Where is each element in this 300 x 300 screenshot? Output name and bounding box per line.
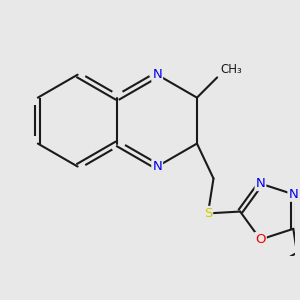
Text: N: N xyxy=(256,177,265,190)
Text: N: N xyxy=(152,160,162,173)
Text: S: S xyxy=(204,207,212,220)
Text: N: N xyxy=(288,188,298,201)
Text: O: O xyxy=(255,233,266,246)
Text: N: N xyxy=(152,68,162,81)
Text: CH₃: CH₃ xyxy=(221,63,243,76)
